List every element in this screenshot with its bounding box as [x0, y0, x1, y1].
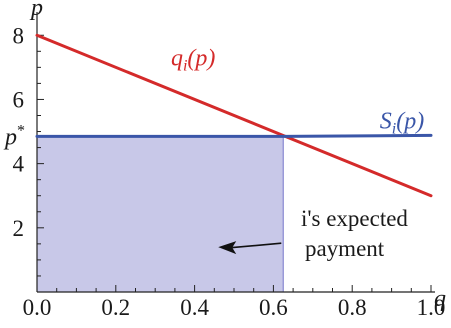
y-tick-label: 8 — [13, 23, 25, 48]
y-tick-label: 2 — [13, 216, 25, 241]
x-tick-label: 0.0 — [23, 295, 52, 320]
labels-layer: 0.0 0.2 0.4 0.6 0.8 1.0 2 4 6 8 p* q p qi(p) Si(p) i's … — [3, 0, 446, 320]
shaded-region-layer — [37, 136, 284, 292]
x-tick-label: 0.8 — [338, 295, 367, 320]
annotation-arrow-shaft — [232, 242, 282, 249]
axes — [36, 12, 435, 293]
x-tick-label: 0.6 — [259, 295, 288, 320]
demand-curve-line — [35, 33, 433, 198]
x-axis-label: q — [434, 286, 446, 312]
y-tick-label: 6 — [13, 87, 25, 112]
annotation-line: payment — [305, 236, 385, 261]
x-tick-label: 1.0 — [417, 295, 446, 320]
supply-curve-line — [35, 133, 433, 138]
annotation-arrow-head — [218, 241, 237, 255]
y-tick-label: 4 — [13, 152, 25, 177]
supply-curve-label: Si(p) — [380, 108, 424, 137]
series-layer — [35, 33, 433, 198]
demand-curve-label: qi(p) — [171, 46, 215, 75]
x-tick-label: 0.4 — [180, 295, 209, 320]
x-tick-label: 0.2 — [101, 295, 130, 320]
annotation-line: i's expected — [301, 206, 408, 231]
y-axis-label: p — [29, 0, 43, 21]
shaded-region — [37, 136, 284, 292]
p-star-label: p* — [3, 122, 25, 150]
